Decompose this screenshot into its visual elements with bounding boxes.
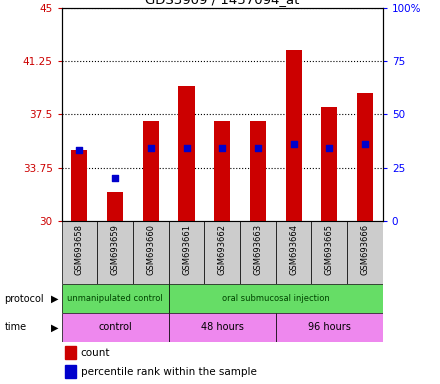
Text: 96 hours: 96 hours (308, 322, 351, 333)
Point (183, 145, 190, 151)
Text: ▶: ▶ (51, 322, 58, 333)
Bar (357, 93, 373, 221)
Point (326, 145, 333, 151)
Point (147, 145, 154, 151)
Bar (65, 346, 76, 359)
Bar (97, 221, 133, 284)
Bar (133, 221, 169, 284)
Text: time: time (4, 322, 26, 333)
Bar (169, 313, 276, 342)
Text: GSM693660: GSM693660 (147, 224, 155, 275)
Point (76, 147, 83, 154)
Text: GSM693663: GSM693663 (253, 224, 262, 275)
Text: percentile rank within the sample: percentile rank within the sample (81, 367, 257, 377)
Text: GSM693662: GSM693662 (218, 224, 227, 275)
Bar (204, 221, 240, 284)
Text: control: control (98, 322, 132, 333)
Bar (321, 107, 337, 221)
Bar (312, 221, 347, 284)
Title: GDS3909 / 1457094_at: GDS3909 / 1457094_at (145, 0, 299, 7)
Point (254, 145, 261, 151)
Point (290, 141, 297, 147)
Bar (62, 313, 169, 342)
Bar (250, 121, 266, 221)
Text: protocol: protocol (4, 293, 44, 304)
Text: oral submucosal injection: oral submucosal injection (222, 294, 330, 303)
Point (219, 145, 226, 151)
Text: GSM693658: GSM693658 (75, 224, 84, 275)
Point (112, 175, 119, 181)
Bar (62, 284, 169, 313)
Bar (143, 121, 159, 221)
Bar (214, 121, 230, 221)
Bar (169, 221, 204, 284)
Bar (169, 284, 383, 313)
Bar (179, 86, 194, 221)
Point (361, 141, 368, 147)
Bar (347, 221, 383, 284)
Bar (107, 192, 123, 221)
Bar (71, 150, 88, 221)
Text: unmanipulated control: unmanipulated control (67, 294, 163, 303)
Text: 48 hours: 48 hours (201, 322, 244, 333)
Text: GSM693665: GSM693665 (325, 224, 334, 275)
Text: ▶: ▶ (51, 293, 58, 304)
Bar (286, 50, 301, 221)
Bar (276, 313, 383, 342)
Text: GSM693666: GSM693666 (360, 224, 370, 275)
Bar (240, 221, 276, 284)
Bar (276, 221, 312, 284)
Bar (65, 365, 76, 378)
Bar (62, 221, 97, 284)
Text: GSM693659: GSM693659 (110, 224, 120, 275)
Text: GSM693664: GSM693664 (289, 224, 298, 275)
Text: GSM693661: GSM693661 (182, 224, 191, 275)
Text: count: count (81, 348, 110, 358)
